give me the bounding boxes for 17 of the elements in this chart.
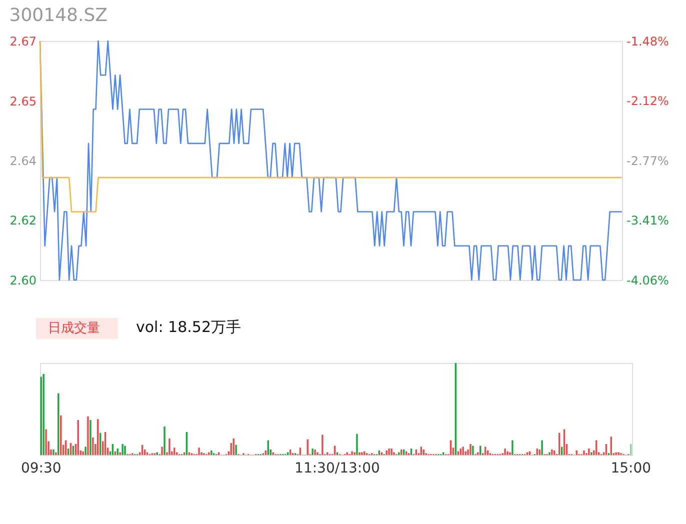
y-tick-label: 2.67	[10, 34, 36, 48]
y-tick-label: 2.64	[10, 154, 36, 168]
y2-tick-label: -4.06%	[626, 274, 669, 288]
y2-tick-label: -2.12%	[626, 94, 669, 108]
x-tick-label: 15:00	[610, 460, 652, 476]
y-tick-label: 2.60	[10, 274, 36, 288]
y2-tick-label: -3.41%	[626, 213, 669, 228]
x-tick-label: 11:30/13:00	[294, 460, 380, 476]
chart-title: 300148.SZ	[9, 5, 108, 26]
text: vol: 18.52万手	[136, 318, 241, 336]
line-series	[39, 40, 623, 281]
x-tick-label: 09:30	[20, 460, 62, 476]
y-tick-label: 2.62	[10, 213, 36, 228]
y-tick-label: 2.65	[10, 94, 36, 109]
text: 日成交量	[48, 320, 100, 336]
y2-tick-label: -1.48%	[626, 34, 669, 48]
y2-tick-label: -2.77%	[626, 154, 669, 168]
